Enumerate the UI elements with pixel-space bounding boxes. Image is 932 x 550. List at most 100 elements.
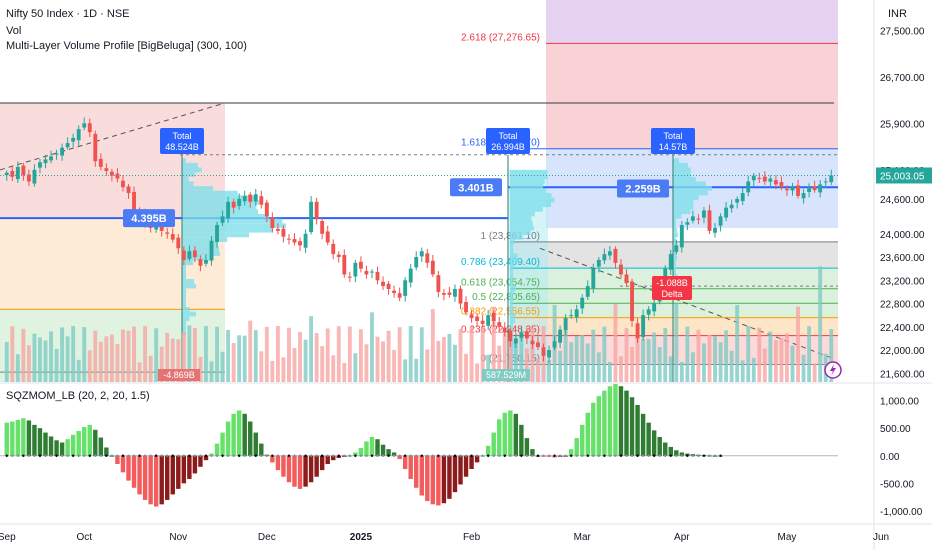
candle-body-110 <box>613 248 618 263</box>
volume-bar-69 <box>386 330 391 382</box>
fib-label-0: 2.618 (27,276.65) <box>461 32 540 43</box>
profile2-row-15 <box>510 239 515 245</box>
volume-bar-46 <box>259 351 264 382</box>
profile1-row-28 <box>182 288 187 294</box>
candle-body-90 <box>502 327 507 333</box>
price-tick-1: 26,700.00 <box>880 73 925 84</box>
volume-profile-indicator-label[interactable]: Multi-Layer Volume Profile [BigBeluga] (… <box>6 40 247 52</box>
oscillator-bar-0 <box>4 422 9 456</box>
volume-bar-134 <box>746 326 751 382</box>
oscillator-bar-33 <box>187 455 192 479</box>
candle-body-6 <box>38 162 42 168</box>
volume-bar-93 <box>519 331 524 382</box>
oscillator-bar-1 <box>10 421 15 456</box>
volume-bar-106 <box>591 329 596 382</box>
volume-bar-9 <box>54 348 59 382</box>
candle-body-138 <box>768 178 773 182</box>
squeeze-dot-57 <box>320 454 324 457</box>
volume-bar-37 <box>209 361 214 382</box>
profile2-row-32 <box>510 318 516 324</box>
delta-box-1 <box>482 369 530 381</box>
candle-body-102 <box>569 315 574 317</box>
profile2-row-27 <box>510 295 513 301</box>
squeeze-dot-69 <box>387 454 390 457</box>
volume-bar-139 <box>773 340 778 382</box>
volume-bar-47 <box>264 326 269 382</box>
oscillator-bar-50 <box>281 455 286 477</box>
price-tick-5: 24,000.00 <box>880 230 925 241</box>
squeeze-dot-39 <box>221 454 224 457</box>
profile3-row-10 <box>673 204 694 210</box>
profile3-row-7 <box>673 190 708 196</box>
volume-bar-55 <box>309 316 314 382</box>
volume-bar-2 <box>15 354 20 382</box>
candle-body-56 <box>314 201 319 220</box>
volume-bar-120 <box>668 356 673 382</box>
candle-body-9 <box>54 153 59 155</box>
squeeze-dot-4 <box>27 454 31 457</box>
candle-body-49 <box>275 228 280 231</box>
squeeze-dot-9 <box>55 454 58 457</box>
squeeze-dot-76 <box>426 454 429 457</box>
poc-value-1: 3.401B <box>458 182 494 194</box>
oscillator-bar-66 <box>369 436 375 456</box>
volume-bar-72 <box>403 359 408 382</box>
volume-bar-75 <box>419 327 424 382</box>
price-tick-8: 22,800.00 <box>880 300 925 311</box>
profile1-row-12 <box>182 214 269 219</box>
poc-box-1 <box>450 178 502 197</box>
oscillator-bar-112 <box>624 390 629 456</box>
total-label-1: Total <box>498 131 517 141</box>
squeeze-dot-113 <box>630 454 634 457</box>
squeeze-dot-60 <box>337 454 340 457</box>
oscillator-bar-49 <box>275 455 281 471</box>
vol-indicator-label[interactable]: Vol <box>6 25 22 37</box>
volume-bar-73 <box>408 326 413 382</box>
volume-bar-80 <box>447 333 452 382</box>
squeeze-dot-58 <box>326 454 329 457</box>
candle-body-112 <box>624 274 629 284</box>
squeeze-dot-22 <box>127 454 130 457</box>
candle-body-123 <box>685 222 690 225</box>
candle-body-1 <box>10 171 15 177</box>
profile1-row-29 <box>182 293 186 298</box>
candle-body-121 <box>674 245 679 252</box>
profile1-row-13 <box>182 218 283 224</box>
volume-bar-135 <box>751 357 756 382</box>
symbol-title[interactable]: Nifty 50 Index · 1D · NSE <box>6 8 130 20</box>
oscillator-bar-23 <box>131 455 137 488</box>
total-value-1: 26.994B <box>491 142 525 152</box>
time-label-7: Apr <box>674 532 690 543</box>
volume-bar-149 <box>829 329 834 382</box>
candle-body-81 <box>453 289 457 297</box>
profile1-row-15 <box>182 227 274 233</box>
volume-bar-19 <box>109 334 114 382</box>
squeeze-dot-27 <box>154 454 158 457</box>
candle-body-114 <box>635 323 640 339</box>
fib-label-3: 0.786 (23,409.40) <box>461 257 540 268</box>
volume-bar-104 <box>580 334 585 382</box>
profile3-row-5 <box>673 181 706 187</box>
candle-body-97 <box>541 347 546 356</box>
profile2-row-38 <box>510 346 516 352</box>
candle-body-57 <box>320 220 325 234</box>
profile1-row-4 <box>182 176 189 182</box>
oscillator-indicator-label[interactable]: SQZMOM_LB (20, 2, 20, 1.5) <box>6 390 150 402</box>
oscillator-bar-87 <box>485 445 491 456</box>
squeeze-dot-129 <box>719 454 722 457</box>
volume-bar-142 <box>790 345 795 382</box>
candle-body-64 <box>358 261 363 269</box>
volume-bar-147 <box>818 266 823 382</box>
squeeze-dot-6 <box>38 454 42 457</box>
profile1-row-24 <box>182 269 186 275</box>
profile1-row-35 <box>182 320 186 326</box>
volume-bar-131 <box>729 350 734 382</box>
volume-bar-35 <box>198 356 203 382</box>
profile2-row-26 <box>510 290 514 296</box>
squeeze-dot-44 <box>249 454 252 457</box>
candle-body-39 <box>220 216 225 223</box>
volume-bar-121 <box>674 304 679 382</box>
candle-body-46 <box>259 196 264 205</box>
candle-body-45 <box>253 194 258 202</box>
oscillator-bar-91 <box>508 410 513 456</box>
